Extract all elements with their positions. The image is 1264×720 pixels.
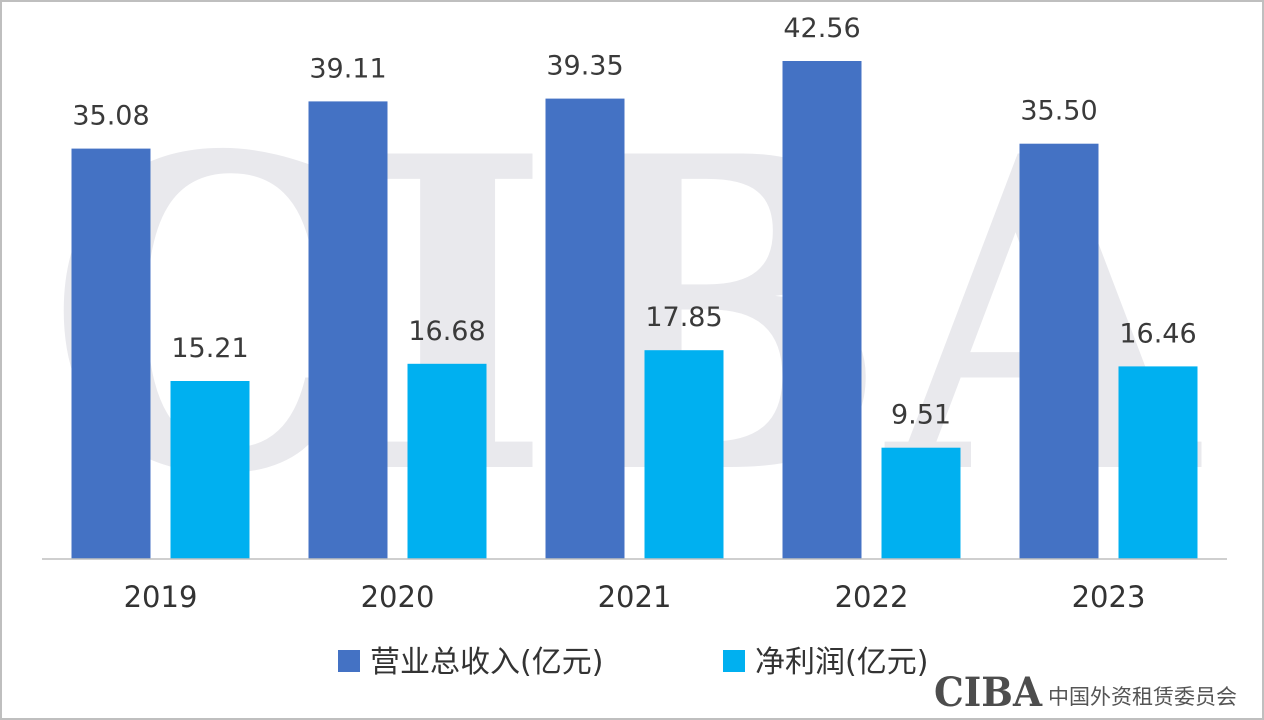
legend: 营业总收入(亿元) 净利润(亿元) bbox=[338, 645, 928, 680]
x-tick-label-2021: 2021 bbox=[598, 580, 672, 614]
x-tick-labels: 2019 2020 2021 2022 2023 bbox=[124, 580, 1146, 614]
bar-revenue-2019 bbox=[71, 148, 151, 559]
x-tick-label-2019: 2019 bbox=[124, 580, 198, 614]
data-label-profit-2023: 16.46 bbox=[1119, 318, 1196, 349]
data-label-revenue-2021: 39.35 bbox=[546, 51, 623, 82]
bar-revenue-2020 bbox=[308, 101, 388, 560]
legend-swatch-revenue bbox=[338, 650, 360, 672]
bar-profit-2020 bbox=[407, 363, 487, 559]
legend-label-profit: 净利润(亿元) bbox=[755, 645, 928, 680]
bar-revenue-2022 bbox=[782, 61, 862, 559]
data-labels-layer: 35.08 15.21 39.11 16.68 39.35 17.85 42.56 9.51 3… bbox=[72, 13, 1196, 431]
data-label-profit-2022: 9.51 bbox=[891, 400, 951, 431]
data-label-revenue-2023: 35.50 bbox=[1020, 96, 1097, 127]
bars-layer bbox=[71, 61, 1198, 560]
bar-revenue-2023 bbox=[1019, 143, 1099, 559]
data-label-profit-2021: 17.85 bbox=[645, 302, 722, 333]
bar-profit-2023 bbox=[1118, 366, 1198, 559]
x-tick-label-2022: 2022 bbox=[835, 580, 909, 614]
bar-profit-2021 bbox=[644, 350, 724, 559]
footer-org-name: 中国外资租赁委员会 bbox=[1048, 685, 1237, 709]
footer-brand: CIBA 中国外资租赁委员会 bbox=[934, 669, 1237, 716]
bar-profit-2019 bbox=[170, 381, 250, 559]
bar-profit-2022 bbox=[881, 447, 961, 559]
data-label-revenue-2019: 35.08 bbox=[72, 101, 149, 132]
footer-logo: CIBA bbox=[934, 669, 1043, 716]
legend-swatch-profit bbox=[723, 650, 745, 672]
data-label-profit-2020: 16.68 bbox=[408, 316, 485, 347]
bar-revenue-2021 bbox=[545, 98, 625, 559]
x-tick-label-2020: 2020 bbox=[361, 580, 435, 614]
data-label-revenue-2022: 42.56 bbox=[783, 13, 860, 44]
x-tick-label-2023: 2023 bbox=[1072, 580, 1146, 614]
data-label-profit-2019: 15.21 bbox=[171, 333, 248, 364]
data-label-revenue-2020: 39.11 bbox=[309, 53, 386, 84]
legend-label-revenue: 营业总收入(亿元) bbox=[370, 645, 603, 680]
